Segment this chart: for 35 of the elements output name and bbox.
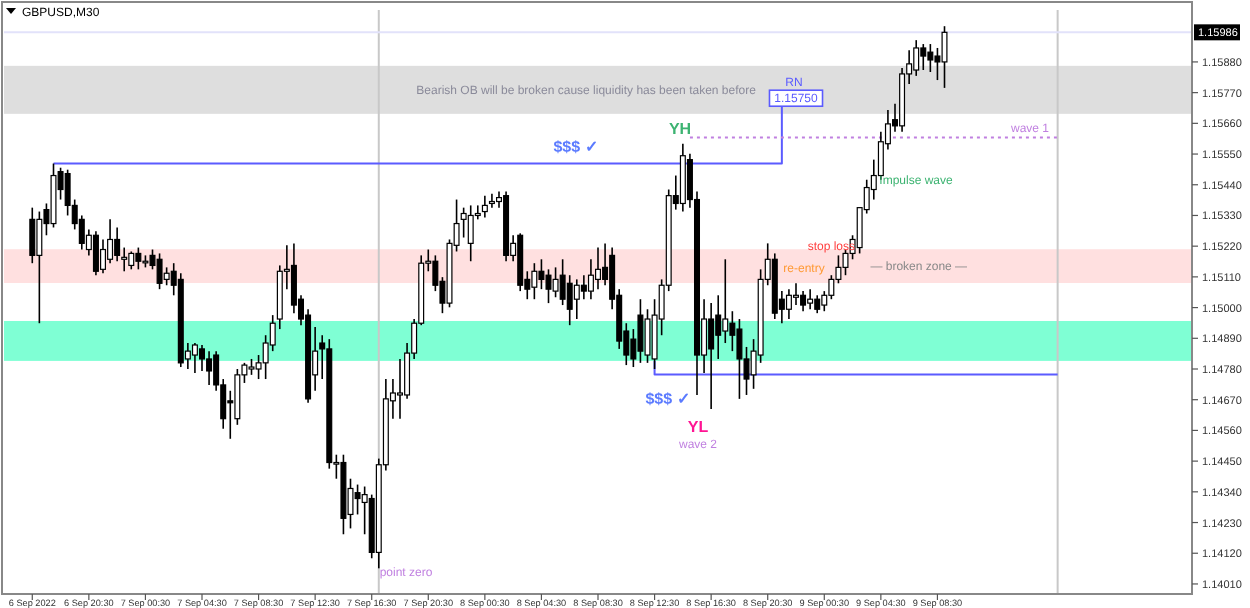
candlestick [573,278,580,320]
candlestick [920,43,927,71]
candlestick [785,288,792,320]
candlestick [206,350,213,386]
candlestick [36,210,43,325]
candlestick [637,298,644,364]
candlestick [92,230,99,276]
candlestick [552,266,559,299]
candlestick [736,318,743,400]
candlestick [488,192,495,209]
candlestick [29,206,36,264]
candlestick [580,274,587,301]
candlestick [191,342,198,374]
candlestick [531,262,538,301]
candlestick [481,194,488,219]
candlestick [467,204,474,263]
candlestick [722,258,729,344]
annotation: $$$ ✓ [553,137,599,156]
annotation: YL [687,417,709,436]
candlestick [800,290,807,313]
candlestick [927,43,934,73]
candlestick [679,142,686,213]
candlestick [913,39,920,77]
candlestick [566,274,573,326]
candlestick [793,282,799,306]
candlestick [941,25,948,89]
candlestick [708,302,715,410]
candlestick [156,252,163,290]
candlestick [397,358,403,420]
candlestick [538,258,545,290]
annotation: $$$ ✓ [645,389,691,408]
candlestick [135,246,142,271]
candlestick [807,288,814,311]
candlestick [114,226,121,263]
annotation: YH [668,119,692,138]
